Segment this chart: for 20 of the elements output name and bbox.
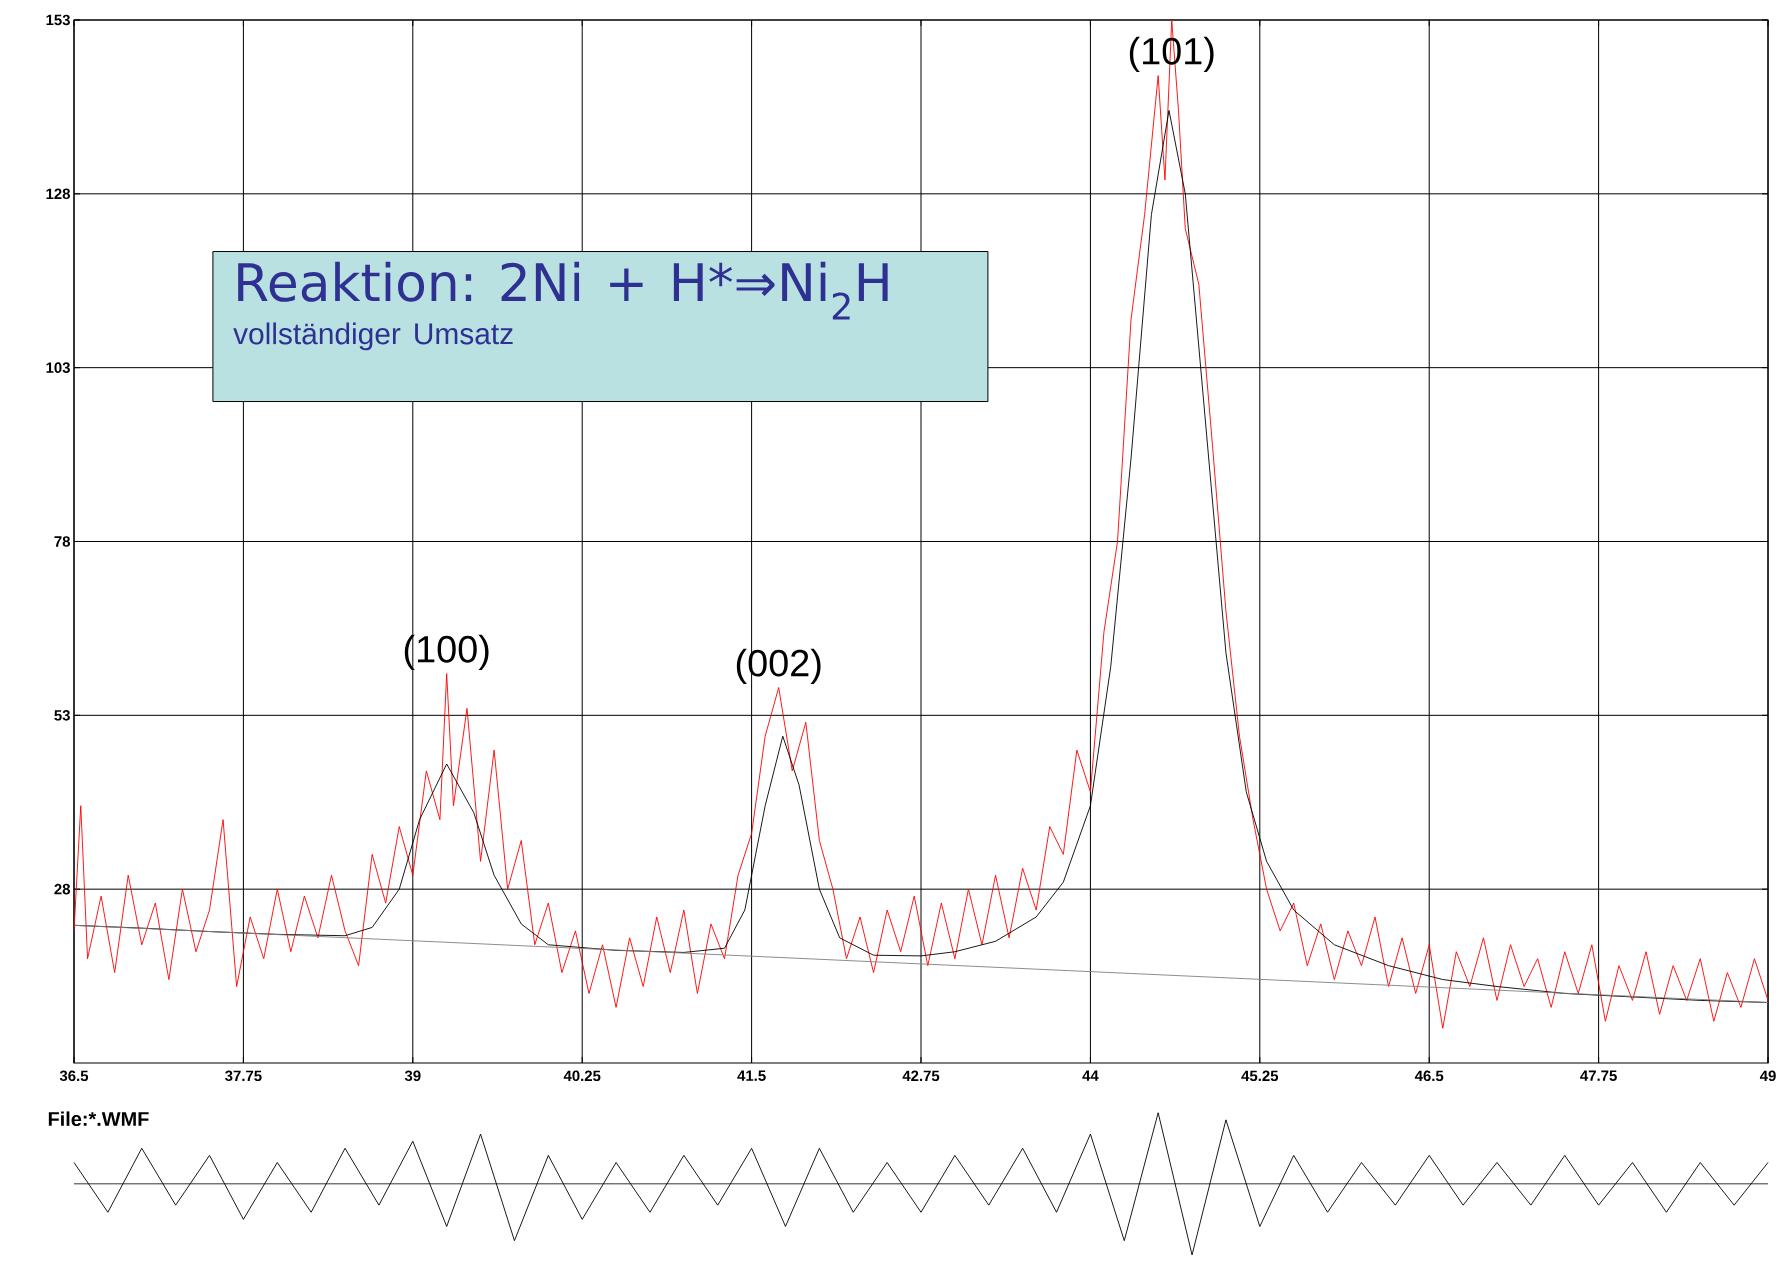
y-tick-label: 78 — [54, 536, 71, 547]
text: Reaktion: 2Ni + H*⇒Ni$_{2}$H — [238, 261, 888, 320]
x-tick-label: 49 — [1759, 1070, 1776, 1082]
y-tick-label: 128 — [46, 188, 71, 200]
text: vollständiger Umsatz — [233, 322, 513, 351]
y-tick-label: 103 — [46, 362, 70, 373]
x-tick-label: 37.75 — [225, 1070, 262, 1082]
annotation: File:*.WMF — [48, 1111, 149, 1127]
x-tick-label: 46.5 — [1414, 1070, 1444, 1082]
x-tick-label: 39 — [404, 1070, 421, 1082]
x-tick-label: 44 — [1082, 1070, 1099, 1081]
y-tick-label: 28 — [54, 883, 71, 895]
y-tick-label: 153 — [46, 14, 70, 26]
x-tick-label: 40.25 — [563, 1070, 601, 1082]
x-tick-label: 47.75 — [1580, 1070, 1617, 1081]
x-tick-label: 45.25 — [1241, 1070, 1279, 1082]
y-tick-label: 53 — [54, 710, 70, 721]
x-tick-label: 41.5 — [737, 1070, 766, 1081]
x-tick-label: 42.75 — [902, 1070, 940, 1082]
x-tick-label: 36.5 — [59, 1070, 89, 1082]
